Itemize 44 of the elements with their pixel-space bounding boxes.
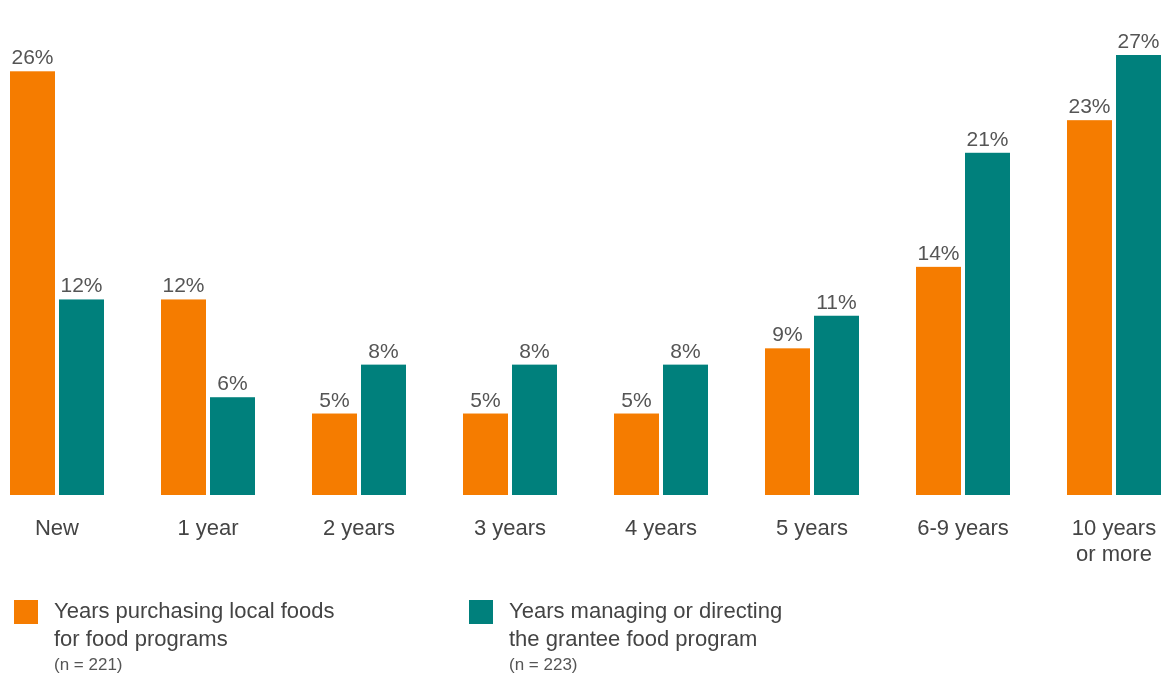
bar	[916, 266, 961, 495]
x-tick-label: 10 years or more	[1071, 515, 1157, 566]
bar	[463, 413, 508, 495]
bar	[161, 299, 206, 495]
data-label: 26%	[11, 45, 54, 69]
bar	[663, 364, 708, 495]
x-tick-label: 2 years	[322, 515, 396, 540]
bar	[965, 152, 1010, 495]
x-tick-label: New	[34, 515, 80, 540]
bar	[814, 315, 859, 495]
bar	[361, 364, 406, 495]
bar	[1067, 120, 1112, 495]
bar	[59, 299, 104, 495]
data-label: 8%	[519, 338, 550, 362]
data-label: 5%	[470, 387, 501, 411]
bar	[210, 397, 255, 495]
legend-label: Years purchasing local foods for food programs	[54, 598, 335, 651]
text: (n = 223)	[509, 655, 578, 674]
legend-label: Years managing or directing the grantee food program	[509, 598, 783, 651]
data-label: 12%	[162, 273, 205, 297]
x-tick-label: 5 years	[775, 515, 849, 540]
data-label: 23%	[1068, 94, 1111, 118]
data-label: 9%	[772, 322, 803, 346]
data-label: 14%	[917, 240, 960, 264]
data-label: 8%	[368, 338, 399, 362]
x-tick-label: 3 years	[473, 515, 547, 540]
x-tick-label: 4 years	[624, 515, 698, 540]
data-label: 5%	[319, 387, 350, 411]
bar	[512, 364, 557, 495]
data-label: 12%	[60, 273, 103, 297]
data-label: 27%	[1117, 29, 1160, 52]
x-tick-label: 1 year	[177, 515, 239, 540]
data-label: 11%	[816, 289, 857, 313]
x-tick-label: 6-9 years	[917, 515, 1009, 540]
data-label: 6%	[217, 371, 248, 395]
data-label: 5%	[621, 387, 652, 411]
data-label: 21%	[966, 126, 1009, 150]
bar	[765, 348, 810, 495]
bar	[10, 71, 55, 495]
bar	[614, 413, 659, 495]
bar	[1116, 55, 1161, 495]
bar	[312, 413, 357, 495]
data-label: 8%	[670, 338, 701, 362]
text: (n = 221)	[54, 655, 123, 674]
